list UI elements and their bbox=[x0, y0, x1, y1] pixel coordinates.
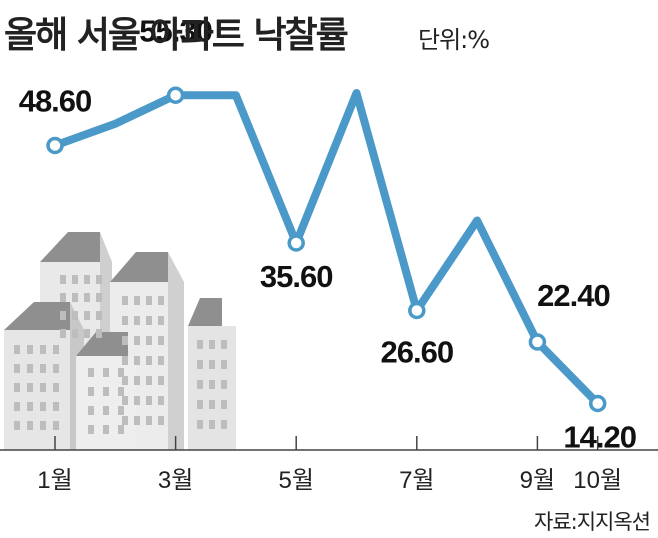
data-point-marker bbox=[408, 301, 426, 320]
x-tick-label: 10월 bbox=[573, 467, 622, 494]
data-point-marker bbox=[528, 333, 547, 351]
x-tick-label: 3월 bbox=[158, 467, 193, 494]
data-label: 22.40 bbox=[537, 278, 610, 313]
apartment-buildings-illustration bbox=[4, 232, 236, 450]
data-label: 26.60 bbox=[381, 335, 454, 370]
source-label: 자료:지지옥션 bbox=[534, 510, 651, 534]
data-label: 14.20 bbox=[563, 420, 636, 455]
series-line bbox=[51, 89, 602, 408]
data-point-marker bbox=[287, 234, 305, 252]
data-point-marker bbox=[166, 86, 185, 104]
data-point-marker bbox=[588, 394, 607, 413]
x-tick-label: 7월 bbox=[399, 467, 434, 494]
data-label: 48.60 bbox=[19, 84, 92, 119]
x-tick-label: 1월 bbox=[37, 467, 72, 494]
data-label: 35.60 bbox=[260, 259, 333, 294]
x-tick-label: 5월 bbox=[278, 467, 313, 494]
data-label: 55.30 bbox=[139, 13, 212, 48]
data-point-marker bbox=[46, 136, 64, 155]
unit-label: 단위:% bbox=[418, 26, 490, 54]
x-tick-label: 9월 bbox=[520, 467, 555, 494]
chart-title: 올해 서울 아파트 낙찰률 bbox=[4, 15, 349, 56]
